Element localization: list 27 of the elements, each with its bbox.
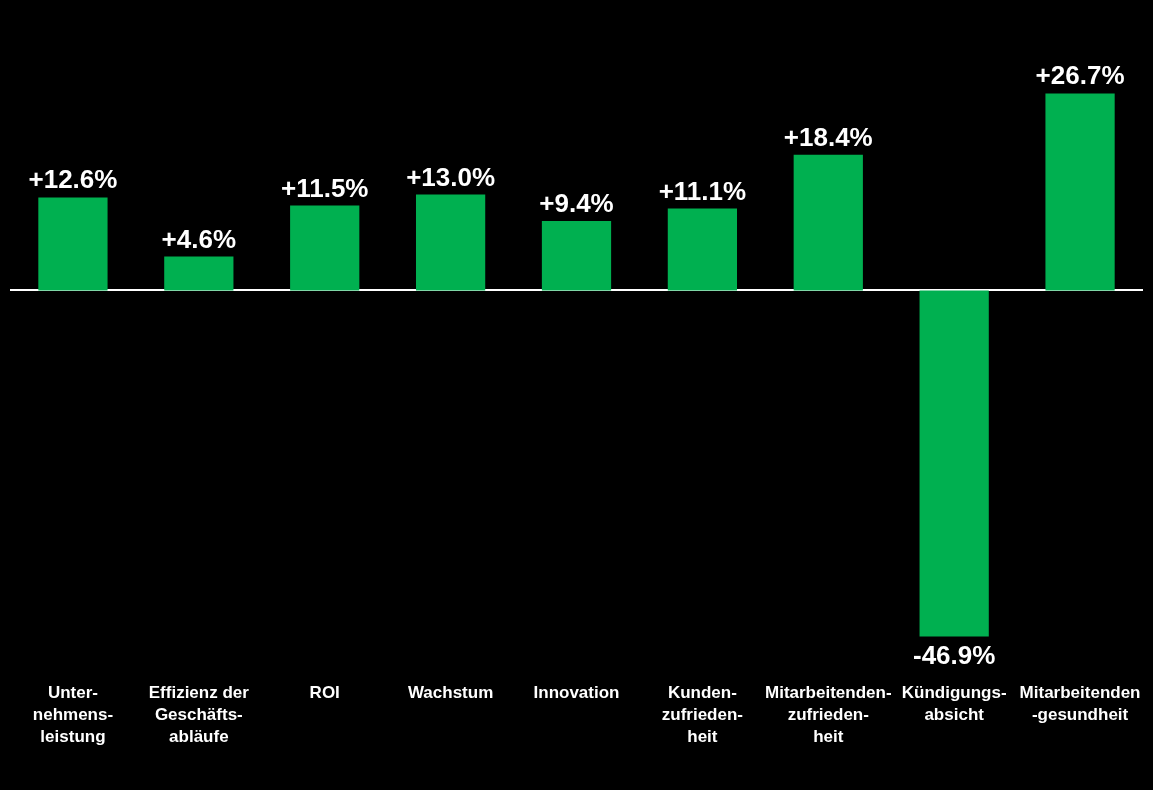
data-label: +9.4% bbox=[539, 188, 614, 219]
data-label: +11.1% bbox=[658, 175, 747, 206]
data-label: +26.7% bbox=[1035, 60, 1125, 91]
bar bbox=[793, 154, 863, 291]
bar bbox=[919, 290, 989, 637]
data-label: +12.6% bbox=[28, 164, 118, 195]
x-tick-label: Kündigungs- absicht bbox=[901, 683, 1007, 725]
data-label: +13.0% bbox=[406, 161, 496, 192]
bar bbox=[415, 194, 486, 291]
x-tick-label: Wachstum bbox=[407, 683, 494, 702]
x-tick-label: Effizienz der Geschäfts- abläufe bbox=[148, 683, 250, 747]
bar bbox=[164, 256, 234, 291]
bar bbox=[38, 197, 108, 291]
x-tick-label: ROI bbox=[309, 683, 340, 702]
x-tick-label: Kunden- zufrieden- heit bbox=[661, 683, 744, 747]
bar bbox=[1045, 93, 1115, 291]
x-tick-label: Mitarbeitenden- zufrieden- heit bbox=[765, 683, 892, 747]
bar bbox=[541, 221, 612, 291]
data-label: +18.4% bbox=[783, 121, 873, 152]
x-tick-label: Innovation bbox=[533, 683, 620, 702]
data-label: +11.5% bbox=[280, 172, 369, 203]
bar bbox=[667, 208, 738, 291]
bar bbox=[290, 205, 360, 291]
x-tick-label: Unter- nehmens- leistung bbox=[32, 683, 114, 747]
data-label: +4.6% bbox=[161, 223, 237, 254]
data-label: -46.9% bbox=[912, 639, 996, 670]
x-tick-label: Mitarbeitenden -gesundheit bbox=[1019, 683, 1141, 725]
